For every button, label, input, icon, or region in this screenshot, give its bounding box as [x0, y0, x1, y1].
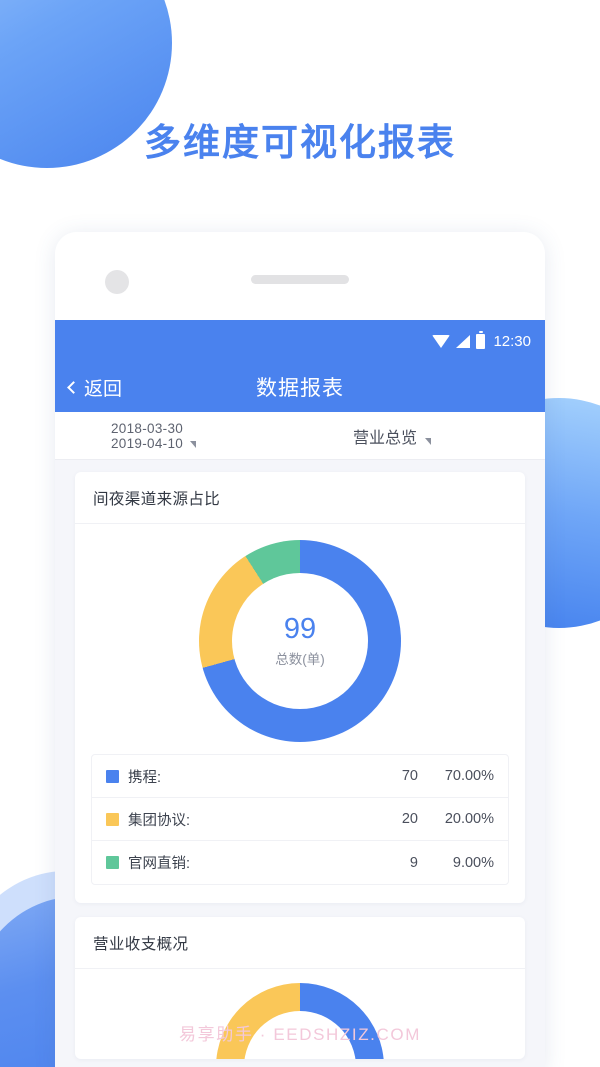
signal-icon [456, 334, 471, 348]
legend-table: 携程: 70 70.00% 集团协议: 20 20.00% 官网直销: 9 9.00% [91, 754, 509, 885]
phone-bezel [55, 232, 545, 320]
date-range-text: 2018-03-30 2019-04-10 [111, 421, 183, 451]
overview-selector[interactable]: 营业总览 [353, 424, 432, 448]
legend-value: 70 [401, 768, 418, 784]
card-title: 间夜渠道来源占比 [75, 472, 525, 524]
legend-percent: 9.00% [452, 854, 494, 871]
donut-total-label: 总数(单) [275, 652, 325, 668]
overview-selector-label: 营业总览 [353, 429, 418, 447]
card-body [75, 969, 525, 1059]
wifi-icon [432, 334, 451, 348]
legend-row: 官网直销: 9 9.00% [92, 841, 508, 884]
camera-dot-icon [105, 270, 129, 294]
legend-color-swatch [106, 769, 119, 783]
legend-label: 集团协议: [128, 812, 191, 829]
legend-value: 9 [409, 854, 418, 871]
chevron-left-icon [67, 380, 80, 394]
legend-percent: 20.00% [444, 811, 494, 827]
legend-color-swatch [106, 856, 119, 869]
page-title: 多维度可视化报表 [144, 121, 456, 164]
donut-chart-revenue[interactable] [216, 983, 384, 1059]
phone-screen: 12:30 返回 数据报表 2018-03-30 2019-04-10 营业总览 [55, 320, 545, 1067]
status-bar: 12:30 [55, 320, 545, 362]
legend-row: 携程: 70 70.00% [92, 755, 508, 798]
legend-color-swatch [106, 812, 119, 826]
date-range-selector[interactable]: 2018-03-30 2019-04-10 [111, 421, 197, 451]
date-to: 2019-04-10 [111, 435, 184, 451]
caret-down-icon [190, 440, 197, 448]
card-channel-source: 间夜渠道来源占比 99 总数(单) 携程: 70 70.00% 集团协议: 20 20.0… [75, 472, 525, 903]
donut-center [244, 1011, 356, 1059]
battery-icon [476, 331, 486, 349]
card-title: 营业收支概况 [75, 917, 525, 969]
donut-chart-wrap: 99 总数(单) [75, 540, 525, 742]
donut-chart-channel[interactable]: 99 总数(单) [199, 540, 401, 742]
legend-percent: 70.00% [444, 768, 494, 784]
date-from: 2018-03-30 [111, 420, 184, 436]
back-button[interactable]: 返回 [67, 374, 123, 401]
card-revenue-overview: 营业收支概况 [75, 917, 525, 1059]
legend-label: 携程: [128, 769, 162, 786]
back-button-label: 返回 [84, 378, 123, 400]
filter-bar: 2018-03-30 2019-04-10 营业总览 [55, 412, 545, 460]
report-scroll-area[interactable]: 间夜渠道来源占比 99 总数(单) 携程: 70 70.00% 集团协议: 20 20.0… [55, 460, 545, 1067]
caret-down-icon [425, 437, 432, 445]
phone-mockup: 12:30 返回 数据报表 2018-03-30 2019-04-10 营业总览 [55, 232, 545, 1067]
nav-title: 数据报表 [256, 377, 344, 400]
donut-center: 99 总数(单) [232, 573, 368, 709]
legend-label: 官网直销: [128, 856, 191, 872]
legend-value: 20 [401, 811, 418, 827]
earpiece-speaker-icon [251, 275, 349, 284]
card-body: 99 总数(单) 携程: 70 70.00% 集团协议: 20 20.00% 官网直销: 9 9… [75, 524, 525, 903]
legend-row: 集团协议: 20 20.00% [92, 798, 508, 841]
donut-total-value: 99 [283, 612, 317, 645]
nav-bar: 返回 数据报表 [55, 362, 545, 412]
status-time: 12:30 [493, 332, 531, 350]
